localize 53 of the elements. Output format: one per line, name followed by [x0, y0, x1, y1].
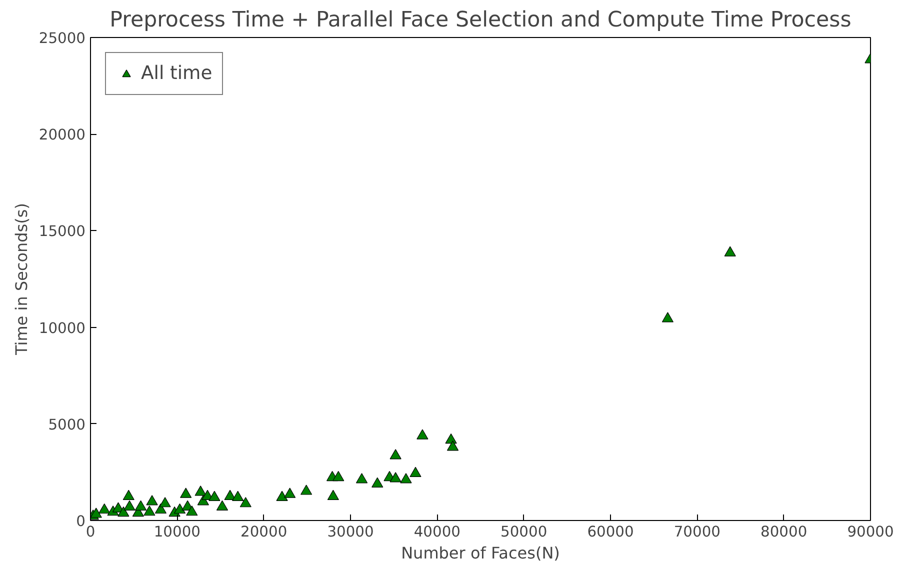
- chart-title: Preprocess Time + Parallel Face Selection and Compute Time Process: [110, 8, 852, 32]
- point: [174, 503, 186, 514]
- point: [124, 500, 136, 510]
- y-tick-label: 10000: [38, 320, 86, 337]
- point: [159, 497, 171, 508]
- point: [276, 490, 288, 501]
- point: [122, 490, 134, 500]
- point: [332, 470, 344, 482]
- point: [144, 506, 156, 516]
- point: [98, 503, 110, 514]
- point: [186, 506, 198, 516]
- point: [232, 490, 244, 501]
- y-tick-label: 0: [76, 513, 86, 530]
- point: [284, 488, 296, 498]
- x-axis-title: Number of Faces(N): [401, 544, 560, 562]
- point: [416, 429, 428, 440]
- point: [327, 490, 339, 500]
- point: [372, 477, 384, 488]
- point: [390, 449, 402, 460]
- x-tick-label: 30000: [327, 524, 374, 540]
- x-tick-label: 60000: [587, 524, 634, 540]
- point: [208, 490, 220, 501]
- point: [446, 440, 459, 451]
- point: [154, 503, 166, 514]
- point: [390, 472, 402, 482]
- point: [180, 488, 192, 498]
- x-tick-label: 50000: [500, 524, 548, 540]
- point: [300, 484, 312, 495]
- x-tick-label: 80000: [760, 524, 808, 540]
- point: [194, 486, 206, 496]
- x-tick-label: 20000: [240, 524, 288, 540]
- point: [216, 500, 228, 510]
- point: [224, 490, 236, 500]
- point: [146, 495, 158, 506]
- x-tick-label: 40000: [414, 524, 460, 540]
- y-tick-label: 5000: [48, 416, 86, 434]
- y-tick-label: 15000: [38, 223, 86, 240]
- point: [118, 506, 130, 517]
- x-tick-label: 10000: [154, 524, 200, 540]
- point: [662, 312, 674, 322]
- x-tick-label: 70000: [674, 524, 720, 540]
- point: [240, 497, 252, 508]
- point: [356, 473, 368, 484]
- point: [400, 473, 412, 484]
- legend-label: All time: [141, 63, 212, 84]
- point: [90, 508, 102, 518]
- x-tick-label: 90000: [847, 524, 894, 540]
- y-tick-label: 20000: [38, 126, 86, 144]
- y-tick-label: 25000: [38, 30, 86, 47]
- point: [724, 246, 736, 256]
- y-axis-title: Time in Seconds(s): [12, 203, 31, 356]
- point: [134, 500, 147, 510]
- point: [410, 466, 422, 478]
